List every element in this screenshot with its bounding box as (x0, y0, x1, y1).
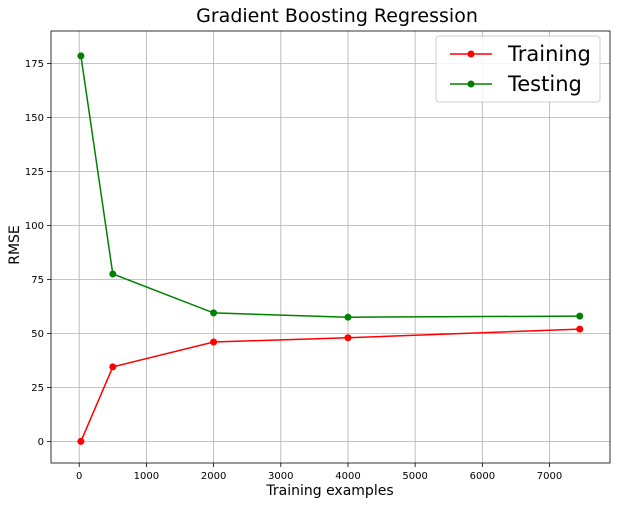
y-tick-label: 25 (31, 383, 44, 394)
y-tick-label: 50 (31, 329, 44, 340)
x-tick-label: 0 (76, 471, 82, 482)
testing-data-point (77, 52, 85, 60)
y-tick-label: 125 (25, 167, 44, 178)
y-tick-label: 100 (25, 221, 44, 232)
testing-data-point (109, 270, 117, 278)
x-tick-label: 2000 (201, 471, 226, 482)
testing-data-point (576, 312, 584, 320)
y-tick-label: 0 (38, 437, 44, 448)
training-data-point (576, 325, 584, 333)
y-tick-label: 75 (31, 275, 44, 286)
testing-data-point (210, 309, 218, 317)
y-tick-label: 150 (25, 113, 44, 124)
plot-frame (50, 30, 611, 464)
chart-title: Gradient Boosting Regression (196, 5, 478, 27)
x-tick-label: 6000 (470, 471, 495, 482)
legend-testing-label: Testing (507, 72, 582, 96)
training-data-point (109, 363, 117, 371)
axes: 0 1000 2000 3000 4000 5000 6000 7000 0 25 50 75 100 1… (25, 30, 611, 482)
x-tick-label: 1000 (134, 471, 159, 482)
legend-training-label: Training (507, 42, 591, 66)
grid-lines (51, 31, 610, 463)
y-axis-label: RMSE (7, 225, 23, 265)
x-tick-label: 4000 (335, 471, 360, 482)
training-data-point (210, 338, 218, 346)
testing-data-point (344, 313, 352, 321)
x-tick-label: 7000 (537, 471, 562, 482)
series-layer (77, 52, 584, 445)
legend-testing-marker (467, 80, 475, 88)
legend-training-marker (467, 50, 475, 58)
legend-box (435, 35, 601, 103)
training-series-line (80, 328, 580, 442)
x-tick-label: 3000 (268, 471, 293, 482)
legend: Training Testing (435, 35, 601, 103)
x-tick-label: 5000 (402, 471, 427, 482)
x-axis-label: Training examples (265, 483, 393, 499)
y-tick-label: 175 (25, 59, 44, 70)
training-data-point (77, 437, 85, 445)
training-data-point (344, 334, 352, 342)
